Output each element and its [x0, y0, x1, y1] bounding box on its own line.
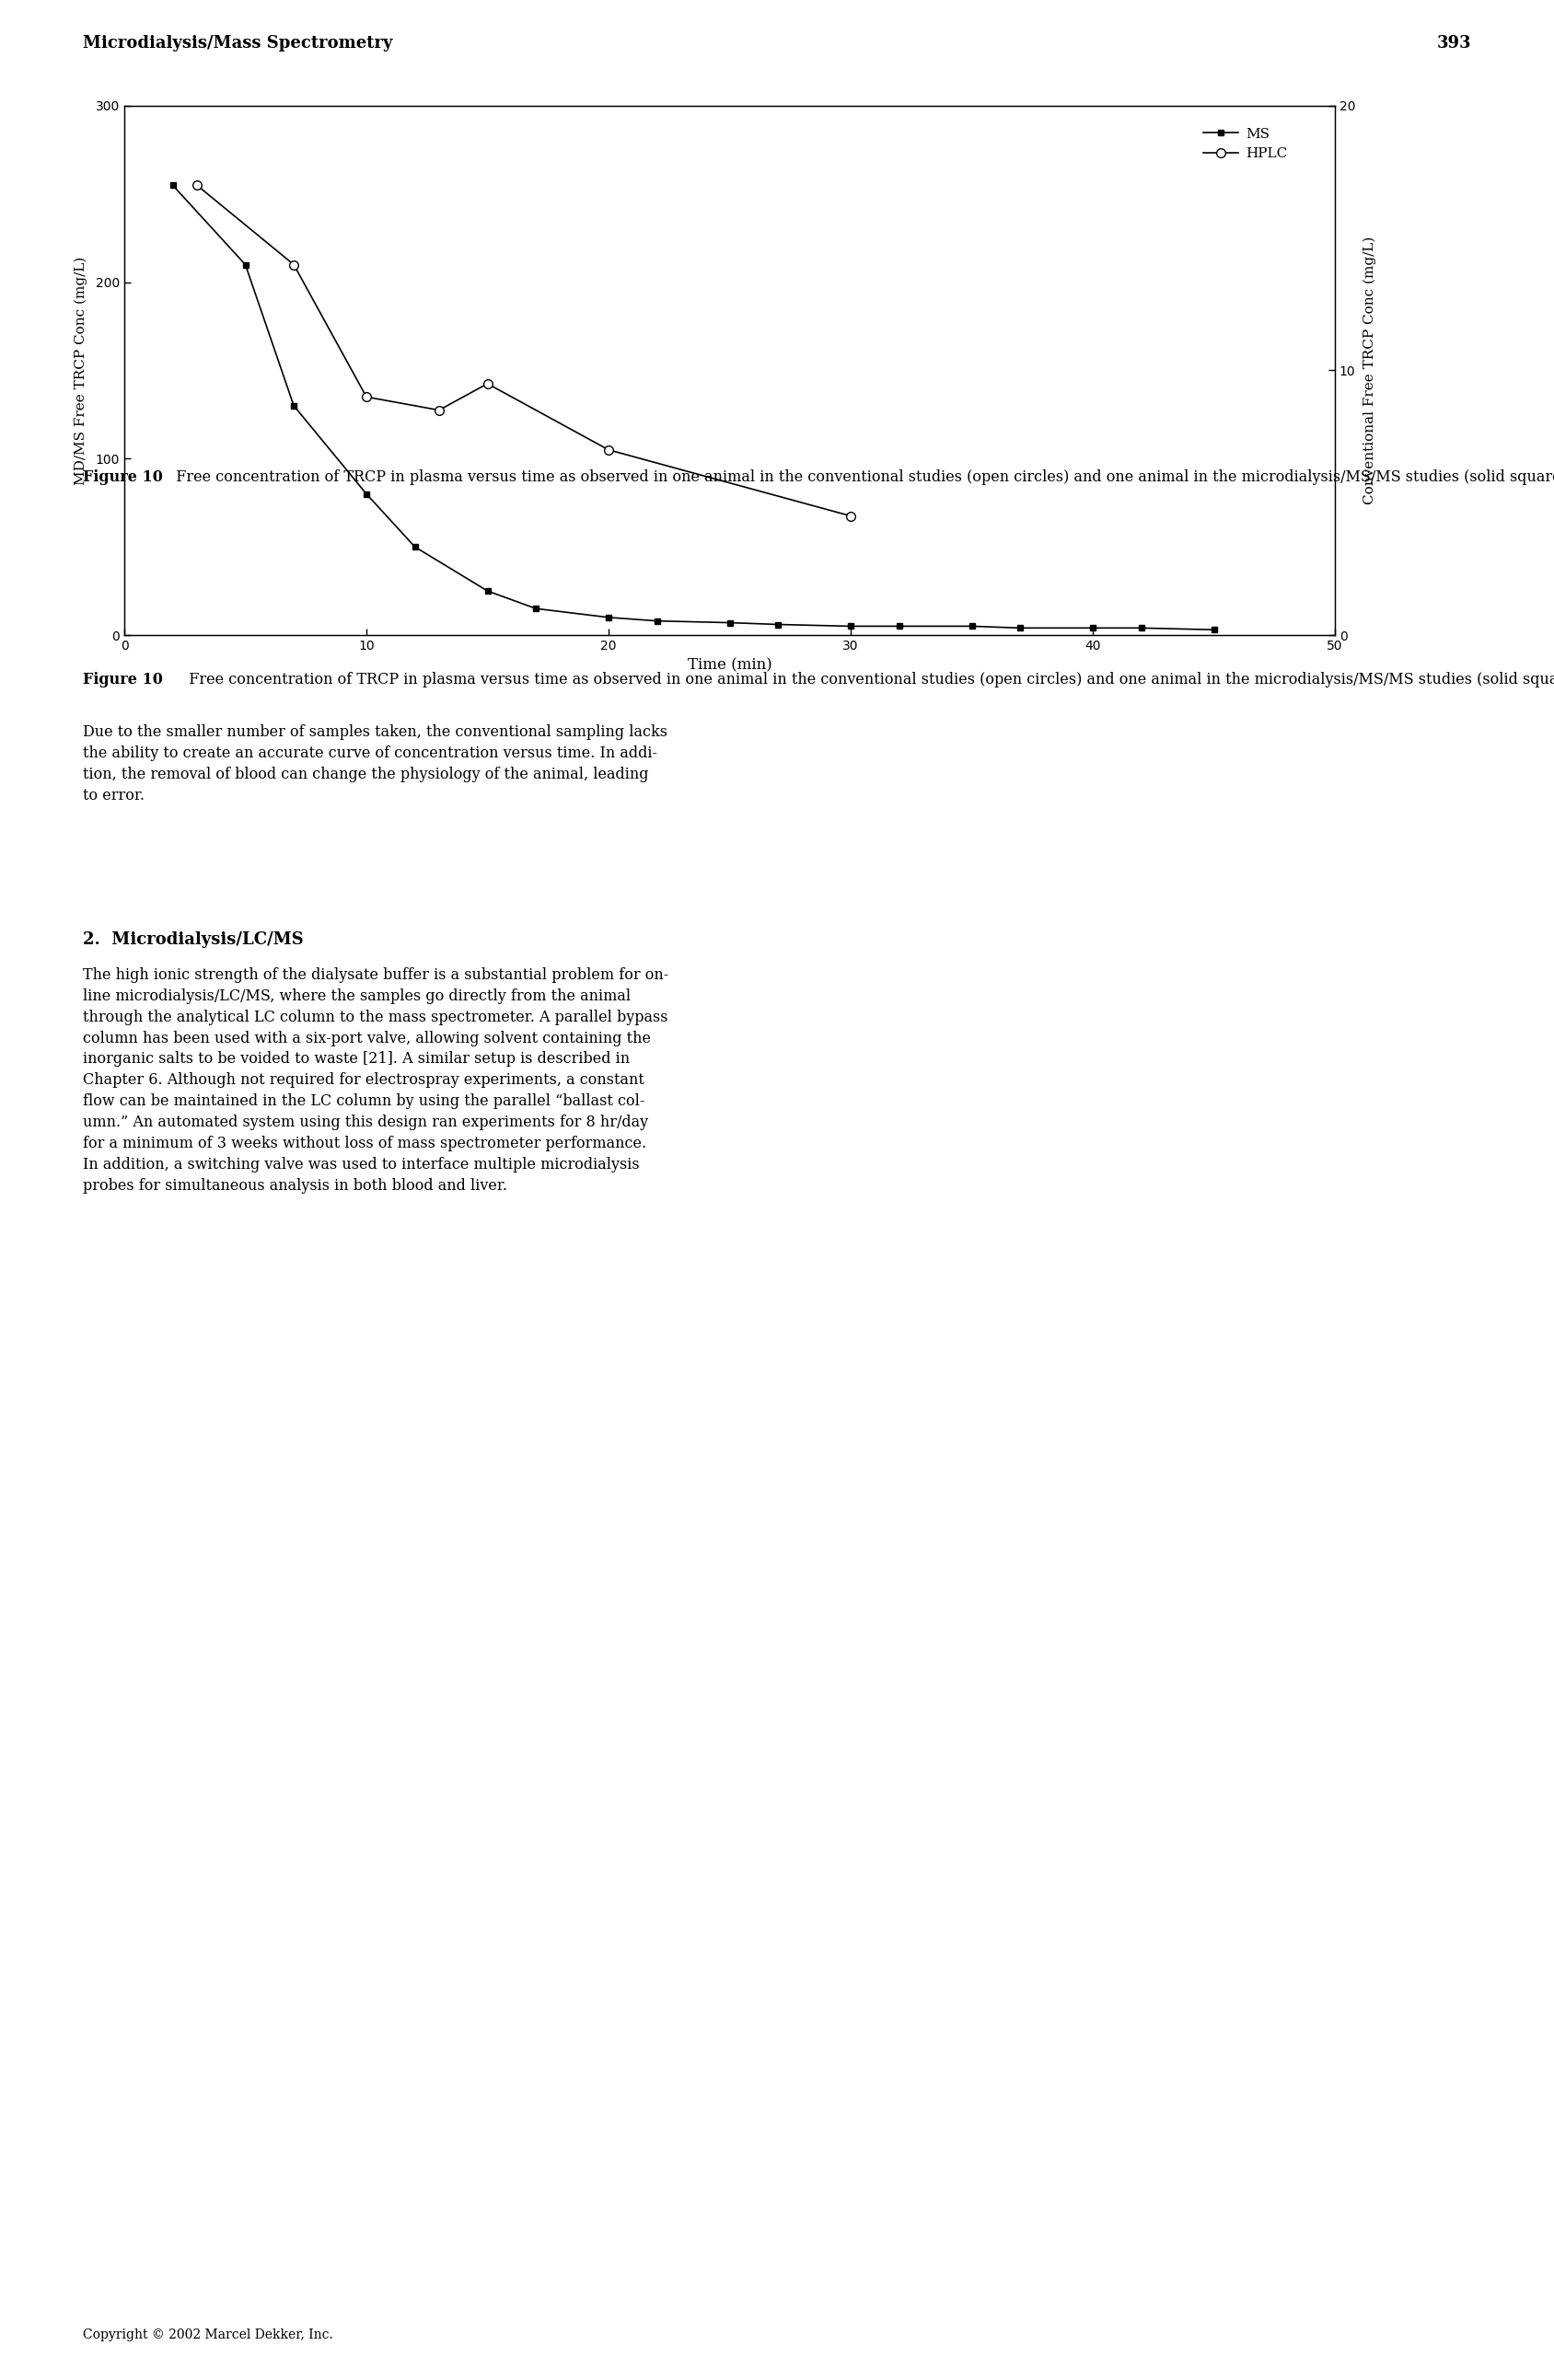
- HPLC: [479, 369, 497, 397]
- Text: Free concentration of TRCP in plasma versus time as observed in one animal in th: Free concentration of TRCP in plasma ver…: [166, 469, 1554, 486]
- Text: The high ionic strength of the dialysate buffer is a substantial problem for on-: The high ionic strength of the dialysate…: [82, 966, 668, 1192]
- MS: [357, 481, 376, 509]
- MS: [1204, 616, 1223, 645]
- Text: Due to the smaller number of samples taken, the conventional sampling lacks
the : Due to the smaller number of samples tak…: [82, 724, 668, 804]
- Text: Figure 10: Figure 10: [82, 469, 163, 486]
- X-axis label: Time (min): Time (min): [687, 657, 772, 674]
- Y-axis label: MD/MS Free TRCP Conc (mg/L): MD/MS Free TRCP Conc (mg/L): [75, 257, 89, 486]
- MS: [284, 390, 303, 419]
- MS: [1010, 614, 1029, 643]
- MS: [720, 609, 738, 638]
- Legend: MS, HPLC: MS, HPLC: [1200, 124, 1291, 164]
- Text: 393: 393: [1436, 36, 1472, 52]
- Y-axis label: Conventional Free TRCP Conc (mg/L): Conventional Free TRCP Conc (mg/L): [1363, 236, 1377, 505]
- HPLC: [188, 171, 207, 200]
- MS: [962, 612, 981, 640]
- Text: 2.  Microdialysis/LC/MS: 2. Microdialysis/LC/MS: [82, 931, 303, 947]
- MS: [236, 250, 255, 278]
- MS: [479, 576, 497, 605]
- MS: [841, 612, 859, 640]
- HPLC: [430, 395, 449, 424]
- MS: [648, 607, 667, 635]
- Line: HPLC: HPLC: [193, 181, 855, 521]
- HPLC: [357, 383, 376, 412]
- HPLC: [284, 250, 303, 278]
- HPLC: [841, 502, 859, 531]
- HPLC: [600, 436, 618, 464]
- MS: [406, 533, 424, 562]
- MS: [600, 602, 618, 631]
- Text: Copyright © 2002 Marcel Dekker, Inc.: Copyright © 2002 Marcel Dekker, Inc.: [82, 2328, 333, 2342]
- Text: Free concentration of TRCP in plasma versus time as observed in one animal in th: Free concentration of TRCP in plasma ver…: [179, 671, 1554, 688]
- Text: Figure 10: Figure 10: [82, 671, 163, 688]
- MS: [769, 609, 788, 638]
- Text: Microdialysis/Mass Spectrometry: Microdialysis/Mass Spectrometry: [82, 36, 393, 52]
- MS: [890, 612, 909, 640]
- MS: [1131, 614, 1150, 643]
- Line: MS: MS: [169, 181, 1217, 633]
- MS: [1083, 614, 1102, 643]
- MS: [163, 171, 182, 200]
- MS: [527, 595, 545, 624]
